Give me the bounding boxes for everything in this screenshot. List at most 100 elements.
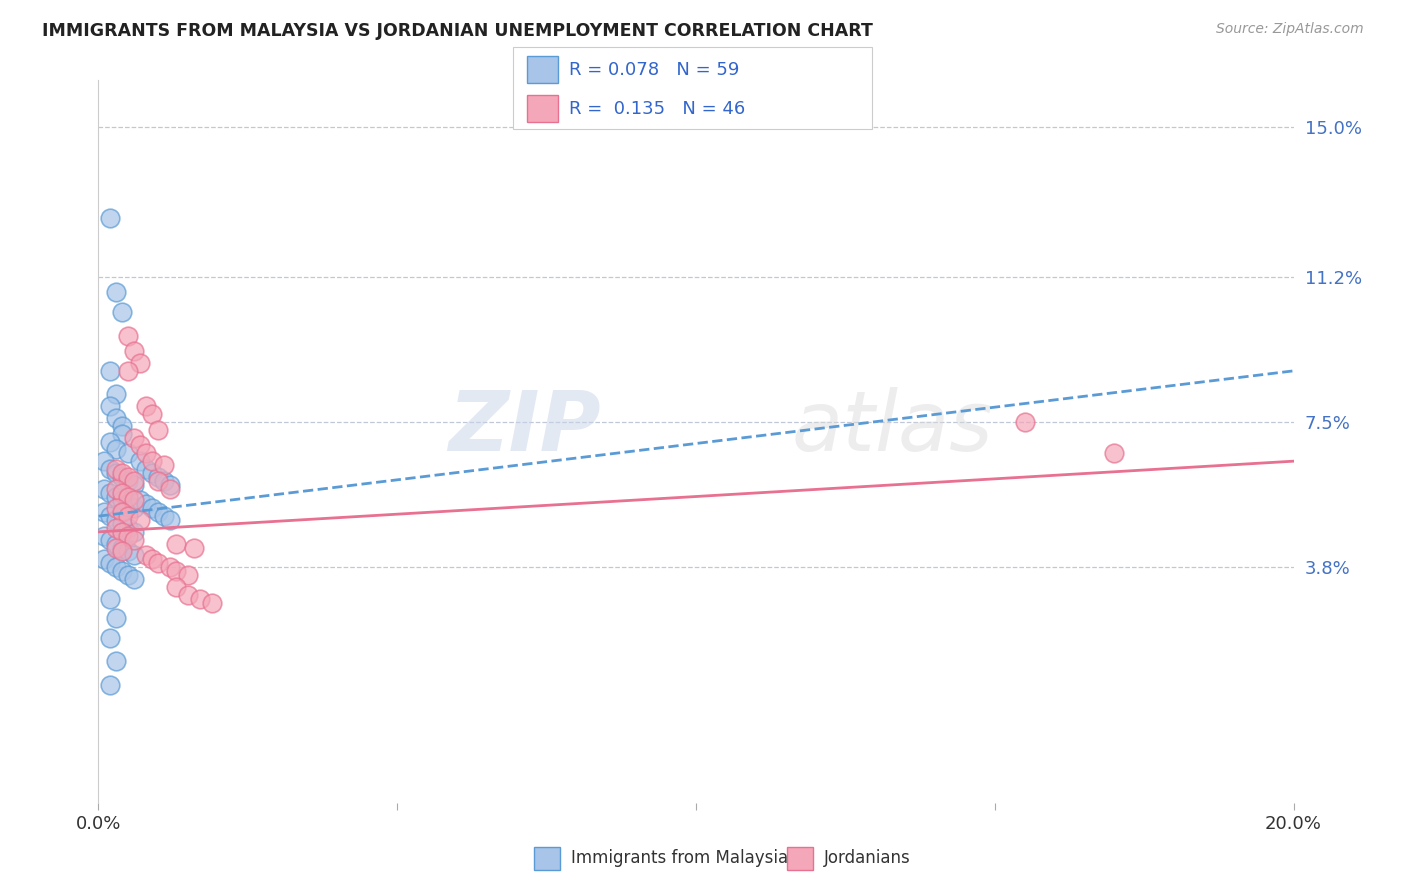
Y-axis label: Unemployment: Unemployment <box>0 377 8 506</box>
Point <box>159 477 181 491</box>
Point <box>98 509 122 524</box>
Point <box>177 568 200 582</box>
Point <box>153 474 176 488</box>
Point <box>111 564 134 578</box>
Point <box>111 470 134 484</box>
Point <box>98 556 122 570</box>
Point <box>93 482 115 496</box>
Point <box>93 529 115 543</box>
Point <box>98 485 122 500</box>
Point <box>105 536 128 550</box>
Point <box>105 521 128 535</box>
Point <box>153 509 176 524</box>
Point <box>165 564 187 578</box>
Point <box>117 529 139 543</box>
Point <box>117 497 139 511</box>
Point <box>165 580 187 594</box>
Point <box>105 501 128 516</box>
Point <box>141 407 163 421</box>
Point <box>159 482 181 496</box>
Text: atlas: atlas <box>792 386 993 467</box>
Text: Jordanians: Jordanians <box>824 849 911 867</box>
Point <box>117 328 139 343</box>
Point <box>111 466 134 480</box>
Point <box>98 591 122 606</box>
Point <box>124 572 146 586</box>
Point <box>159 560 181 574</box>
Point <box>117 446 139 460</box>
Point <box>117 521 139 535</box>
Point <box>117 509 139 524</box>
Point <box>124 474 146 488</box>
Point <box>124 477 146 491</box>
Point <box>124 493 146 508</box>
Point <box>148 505 170 519</box>
Point <box>105 560 128 574</box>
Point <box>105 387 128 401</box>
Point <box>129 513 152 527</box>
Point <box>124 533 146 547</box>
Point <box>98 462 122 476</box>
Point <box>124 549 146 563</box>
Point <box>111 516 134 531</box>
Point <box>141 552 163 566</box>
Point <box>93 454 115 468</box>
Point <box>111 305 134 319</box>
Text: R = 0.078   N = 59: R = 0.078 N = 59 <box>569 61 740 78</box>
Point <box>111 541 134 555</box>
Point <box>105 411 128 425</box>
Point <box>129 356 152 370</box>
Point <box>111 493 134 508</box>
Point <box>159 513 181 527</box>
Point <box>111 418 134 433</box>
Point <box>111 505 134 519</box>
Point <box>98 434 122 449</box>
Point <box>117 474 139 488</box>
Point <box>98 399 122 413</box>
Point <box>1014 415 1036 429</box>
Point <box>105 611 128 625</box>
Text: Source: ZipAtlas.com: Source: ZipAtlas.com <box>1216 22 1364 37</box>
Point <box>129 493 152 508</box>
Point <box>93 552 115 566</box>
Point <box>165 536 187 550</box>
Point <box>98 211 122 225</box>
Point <box>183 541 205 555</box>
Point <box>124 501 146 516</box>
Text: R =  0.135   N = 46: R = 0.135 N = 46 <box>569 100 745 118</box>
Point <box>135 462 157 476</box>
Point <box>117 568 139 582</box>
Point <box>177 588 200 602</box>
Point <box>135 497 157 511</box>
Point <box>201 595 224 609</box>
Point <box>117 544 139 558</box>
Text: Immigrants from Malaysia: Immigrants from Malaysia <box>571 849 787 867</box>
Point <box>135 549 157 563</box>
Point <box>141 501 163 516</box>
Point <box>148 556 170 570</box>
Point <box>98 678 122 692</box>
Point <box>1104 446 1126 460</box>
Point <box>105 482 128 496</box>
Point <box>153 458 176 472</box>
Point <box>111 426 134 441</box>
Point <box>124 344 146 359</box>
Point <box>105 442 128 457</box>
Point <box>129 438 152 452</box>
Point <box>135 399 157 413</box>
Point <box>117 490 139 504</box>
Text: ZIP: ZIP <box>447 386 600 467</box>
Point <box>124 431 146 445</box>
Point <box>188 591 211 606</box>
Point <box>93 505 115 519</box>
Point <box>148 423 170 437</box>
Point <box>148 474 170 488</box>
Point <box>105 285 128 300</box>
Point <box>148 470 170 484</box>
Point <box>124 524 146 539</box>
Point <box>105 490 128 504</box>
Point <box>105 466 128 480</box>
Point <box>98 631 122 645</box>
Point <box>117 470 139 484</box>
Point <box>105 541 128 555</box>
